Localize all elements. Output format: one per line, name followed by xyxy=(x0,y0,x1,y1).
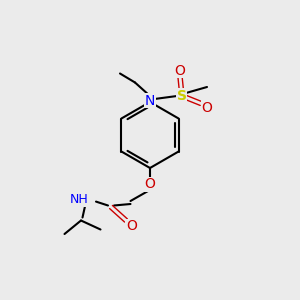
Text: NH: NH xyxy=(70,193,88,206)
Text: N: N xyxy=(145,94,155,107)
Text: O: O xyxy=(145,178,155,191)
Text: O: O xyxy=(175,64,185,77)
Text: O: O xyxy=(126,220,137,233)
Text: S: S xyxy=(176,89,187,103)
Text: O: O xyxy=(202,101,212,115)
